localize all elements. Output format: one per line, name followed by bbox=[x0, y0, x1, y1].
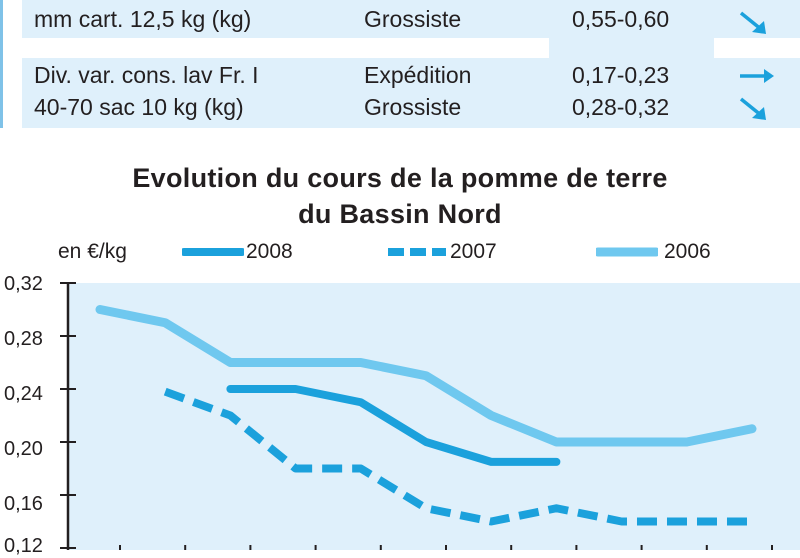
legend-item-2007: 2007 bbox=[386, 239, 516, 265]
table-left-rule bbox=[0, 0, 3, 128]
series-line-2006 bbox=[95, 305, 757, 447]
y-unit-label: en €/kg bbox=[58, 240, 127, 263]
table-cell-price: 0,17-0,23 bbox=[572, 62, 670, 88]
legend-label: 2007 bbox=[450, 240, 497, 263]
price-column bbox=[549, 0, 714, 128]
table-cell-price: 0,55-0,60 bbox=[572, 6, 670, 32]
chart-title-line: du Bassin Nord bbox=[298, 199, 502, 229]
table-cell-stage: Expédition bbox=[364, 62, 472, 88]
legend-swatch-solid-dark bbox=[182, 248, 244, 256]
table-cell-stage: Grossiste bbox=[364, 94, 462, 120]
plot-background bbox=[68, 283, 800, 550]
table-cell-product: mm cart. 12,5 kg (kg) bbox=[34, 6, 252, 32]
legend-item-2006: 2006 bbox=[596, 239, 726, 265]
series-line-2008 bbox=[226, 385, 561, 466]
series-line-2007 bbox=[163, 387, 752, 526]
trend-stable-icon bbox=[740, 69, 774, 83]
y-tick-label: 0,20 bbox=[4, 438, 43, 460]
trend-down-icon bbox=[739, 11, 766, 34]
legend-swatch-solid-light bbox=[596, 247, 658, 257]
table-cell-product: 40-70 sac 10 kg (kg) bbox=[34, 94, 244, 120]
table-cell-product: Div. var. cons. lav Fr. I bbox=[34, 62, 259, 88]
chart-title: Evolution du cours de la pomme de terre … bbox=[0, 160, 800, 232]
table-row-band bbox=[22, 58, 549, 128]
table-cell-stage: Grossiste bbox=[364, 6, 462, 32]
chart-title-line: Evolution du cours de la pomme de terre bbox=[132, 163, 668, 193]
legend-label: 2008 bbox=[246, 240, 293, 263]
price-table: mm cart. 12,5 kg (kg) Grossiste 0,55-0,6… bbox=[0, 0, 800, 128]
y-tick-label: 0,28 bbox=[4, 328, 43, 350]
trend-down-icon bbox=[739, 97, 766, 120]
legend-label: 2006 bbox=[664, 240, 711, 263]
legend-item-2008: 2008 bbox=[182, 239, 312, 265]
y-tick-label: 0,24 bbox=[4, 383, 43, 405]
y-tick-label: 0,16 bbox=[4, 493, 43, 515]
table-cell-price: 0,28-0,32 bbox=[572, 94, 670, 120]
table-row-band bbox=[22, 0, 549, 38]
legend-swatch-dashed bbox=[388, 248, 446, 256]
y-tick-label: 0,32 bbox=[4, 273, 43, 295]
